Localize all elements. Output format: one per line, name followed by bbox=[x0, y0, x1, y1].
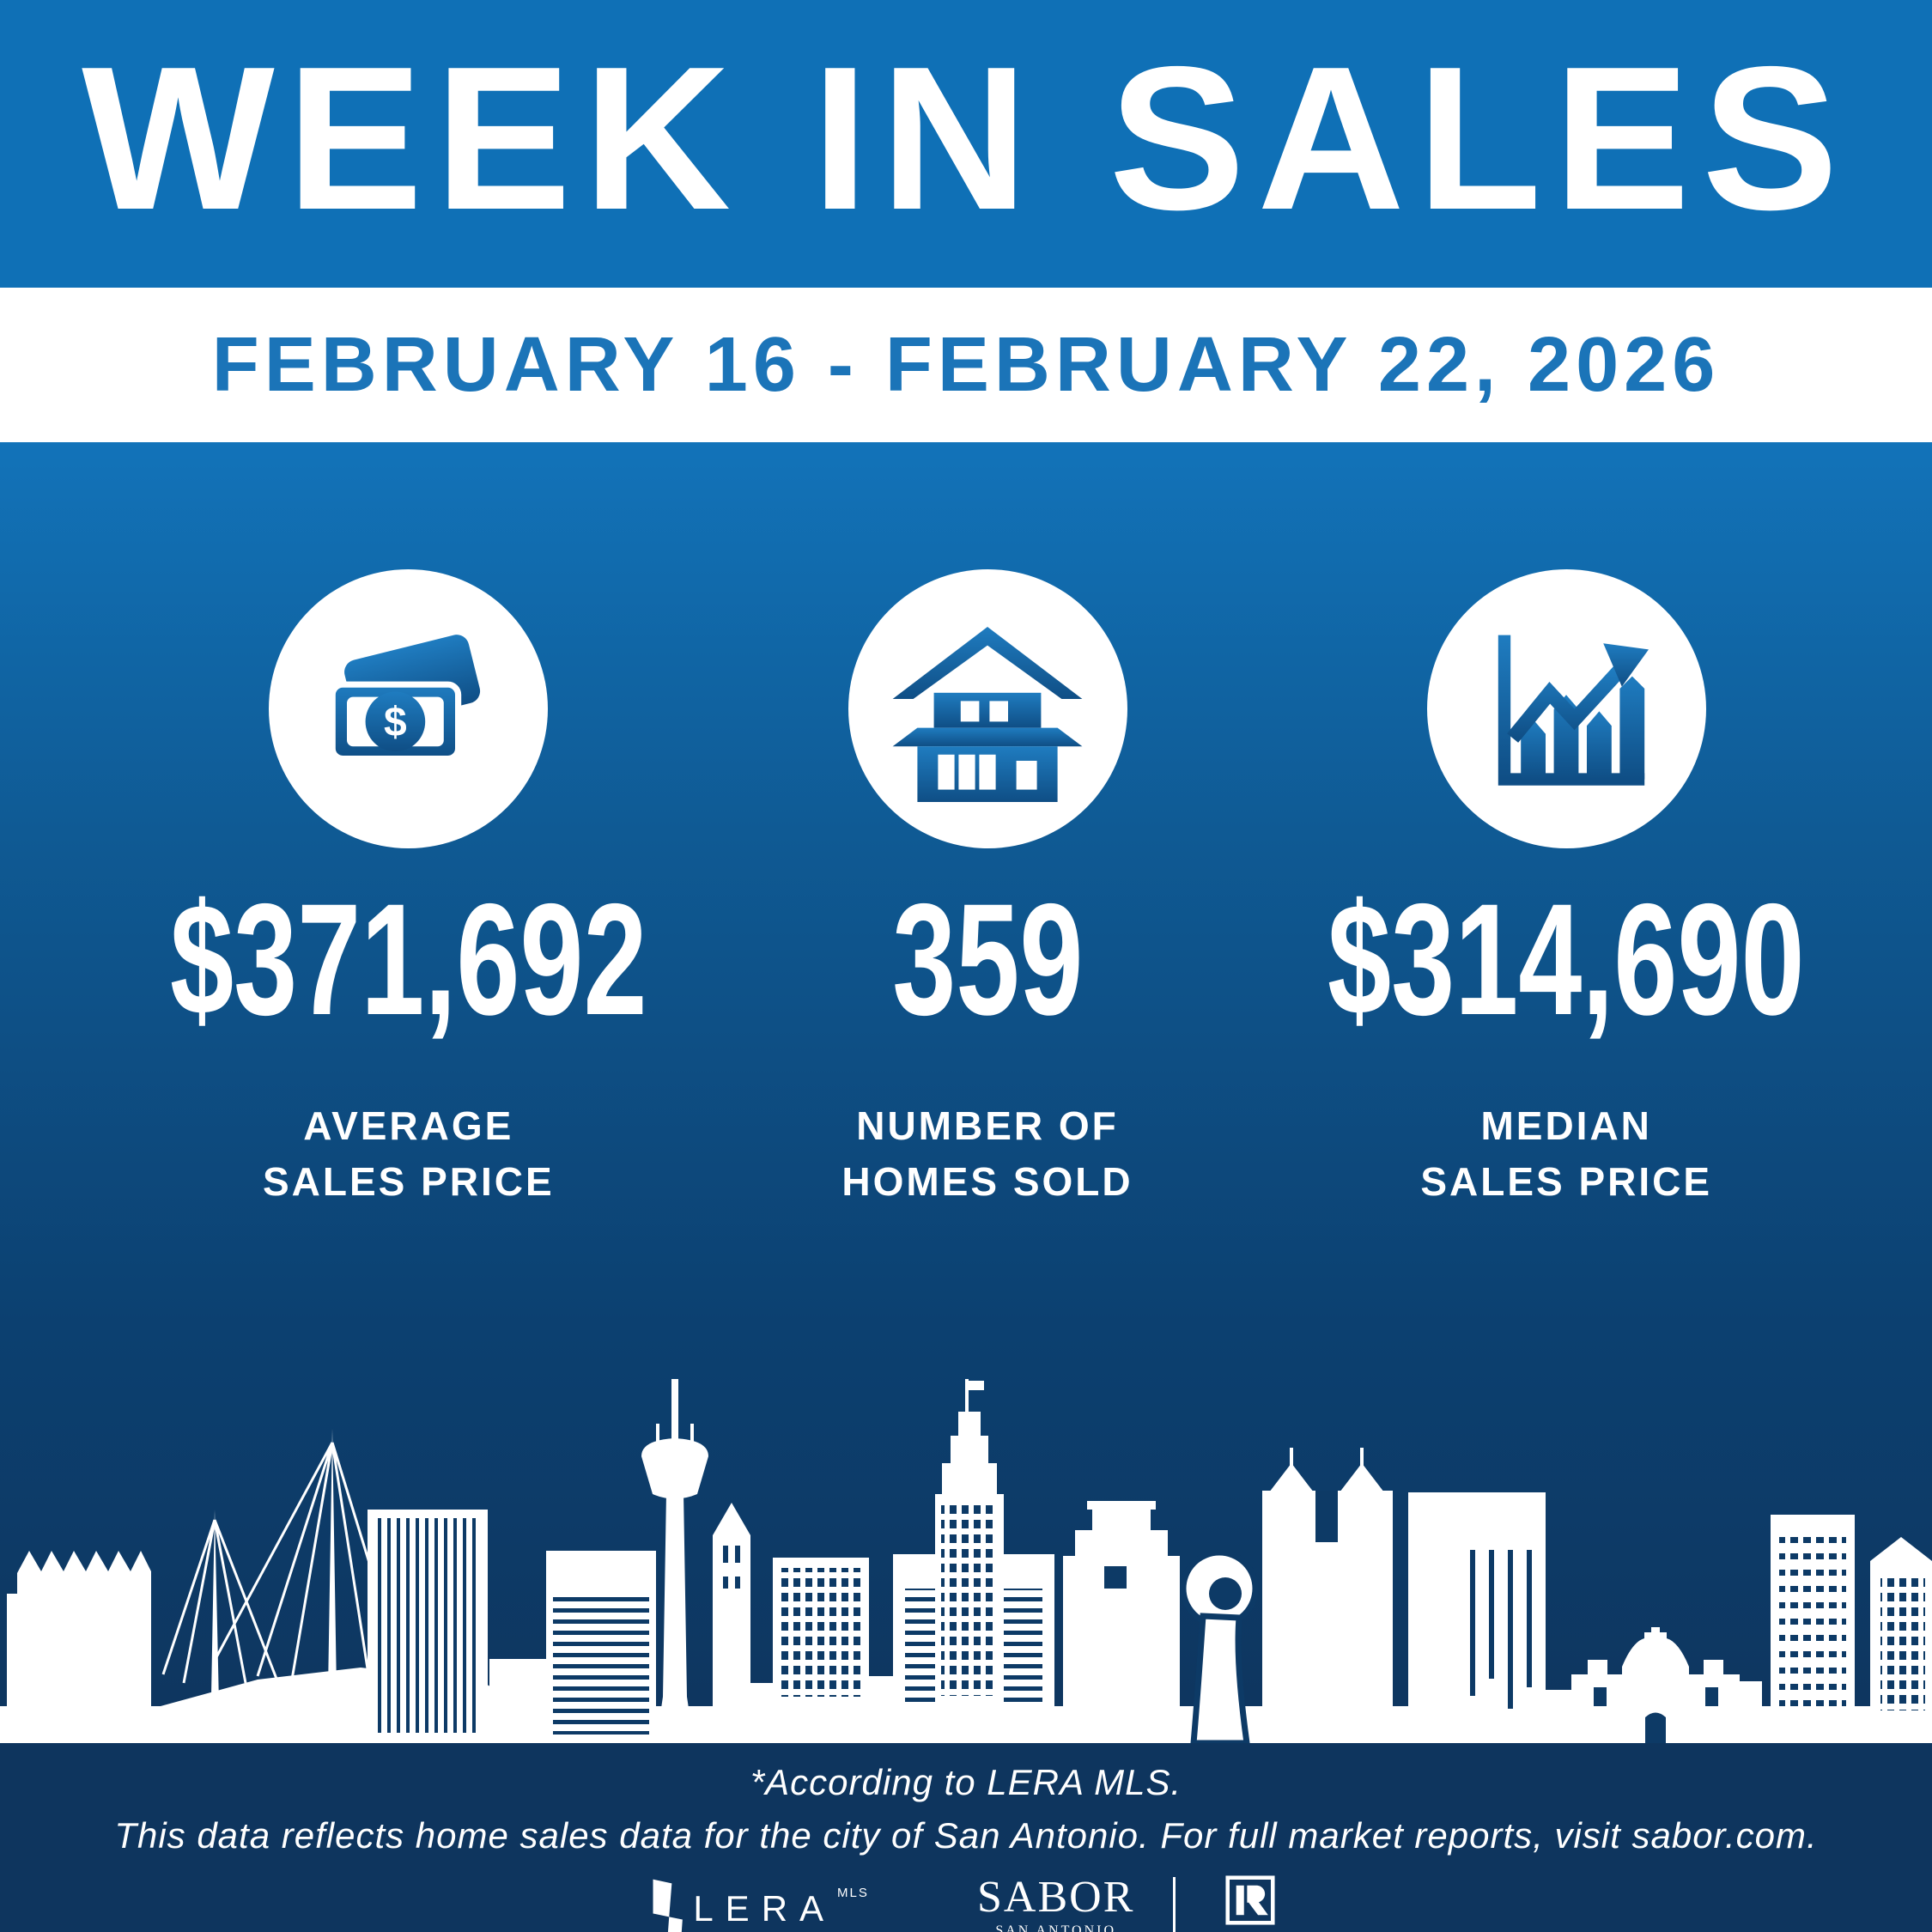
lera-l-icon bbox=[653, 1879, 683, 1932]
sabor-san-antonio: SAN ANTONIO bbox=[995, 1923, 1117, 1932]
stat-number-of-homes-sold: 359 NUMBER OF HOMES SOLD bbox=[740, 569, 1236, 1211]
house-icon-circle bbox=[848, 569, 1127, 848]
label-line1: NUMBER OF bbox=[856, 1103, 1119, 1148]
average-sales-price-label: AVERAGE SALES PRICE bbox=[263, 1098, 555, 1211]
lera-wordmark: LERA MLS bbox=[693, 1886, 869, 1927]
stats-row: $ $371,692 AVERAGE SALES PRICE bbox=[0, 442, 1932, 1211]
house-icon bbox=[892, 626, 1083, 802]
homes-sold-value: 359 bbox=[891, 872, 1084, 1048]
logo-divider bbox=[1172, 1877, 1176, 1932]
money-icon-circle: $ bbox=[269, 569, 549, 848]
lera-name: LERA bbox=[693, 1888, 836, 1929]
realtor-logo: REALTOR® bbox=[1212, 1875, 1289, 1932]
date-range: FEBRUARY 16 - FEBRUARY 22, 2026 bbox=[211, 321, 1721, 408]
label-line2: HOMES SOLD bbox=[841, 1159, 1133, 1205]
san-antonio-skyline-silhouette bbox=[0, 1379, 1932, 1743]
label-line2: SALES PRICE bbox=[1420, 1159, 1713, 1205]
footer-note-disclaimer: This data reflects home sales data for t… bbox=[114, 1815, 1818, 1856]
chart-icon-circle bbox=[1426, 569, 1706, 848]
sabor-logo: SABOR SAN ANTONIO BOARD of REALTORS® bbox=[975, 1875, 1136, 1932]
sabor-wordmark: SABOR bbox=[976, 1873, 1135, 1922]
realtor-r-icon bbox=[1225, 1875, 1275, 1925]
homes-sold-label: NUMBER OF HOMES SOLD bbox=[841, 1098, 1133, 1211]
label-line1: AVERAGE bbox=[303, 1103, 514, 1148]
svg-text:$: $ bbox=[384, 700, 407, 745]
footer-note-source: *According to LERA MLS. bbox=[750, 1762, 1182, 1802]
label-line1: MEDIAN bbox=[1480, 1103, 1652, 1148]
median-sales-price-value: $314,690 bbox=[1327, 872, 1805, 1048]
median-sales-price-label: MEDIAN SALES PRICE bbox=[1420, 1098, 1712, 1211]
poster-title: WEEK IN SALES bbox=[82, 24, 1850, 252]
date-band: FEBRUARY 16 - FEBRUARY 22, 2026 bbox=[0, 288, 1932, 442]
lera-mls-superscript: MLS bbox=[837, 1886, 869, 1900]
average-sales-price-value: $371,692 bbox=[170, 872, 647, 1048]
footer: *According to LERA MLS. This data reflec… bbox=[0, 1743, 1932, 1932]
stat-average-sales-price: $ $371,692 AVERAGE SALES PRICE bbox=[77, 569, 740, 1211]
title-band: WEEK IN SALES bbox=[0, 0, 1932, 288]
realtor-label: REALTOR® bbox=[1212, 1929, 1289, 1932]
money-bills-icon: $ bbox=[329, 634, 480, 762]
growth-chart-icon bbox=[1498, 635, 1649, 786]
stat-median-sales-price: $314,690 MEDIAN SALES PRICE bbox=[1235, 569, 1898, 1211]
label-line2: SALES PRICE bbox=[262, 1159, 555, 1205]
stats-section: $ $371,692 AVERAGE SALES PRICE bbox=[0, 442, 1932, 1743]
